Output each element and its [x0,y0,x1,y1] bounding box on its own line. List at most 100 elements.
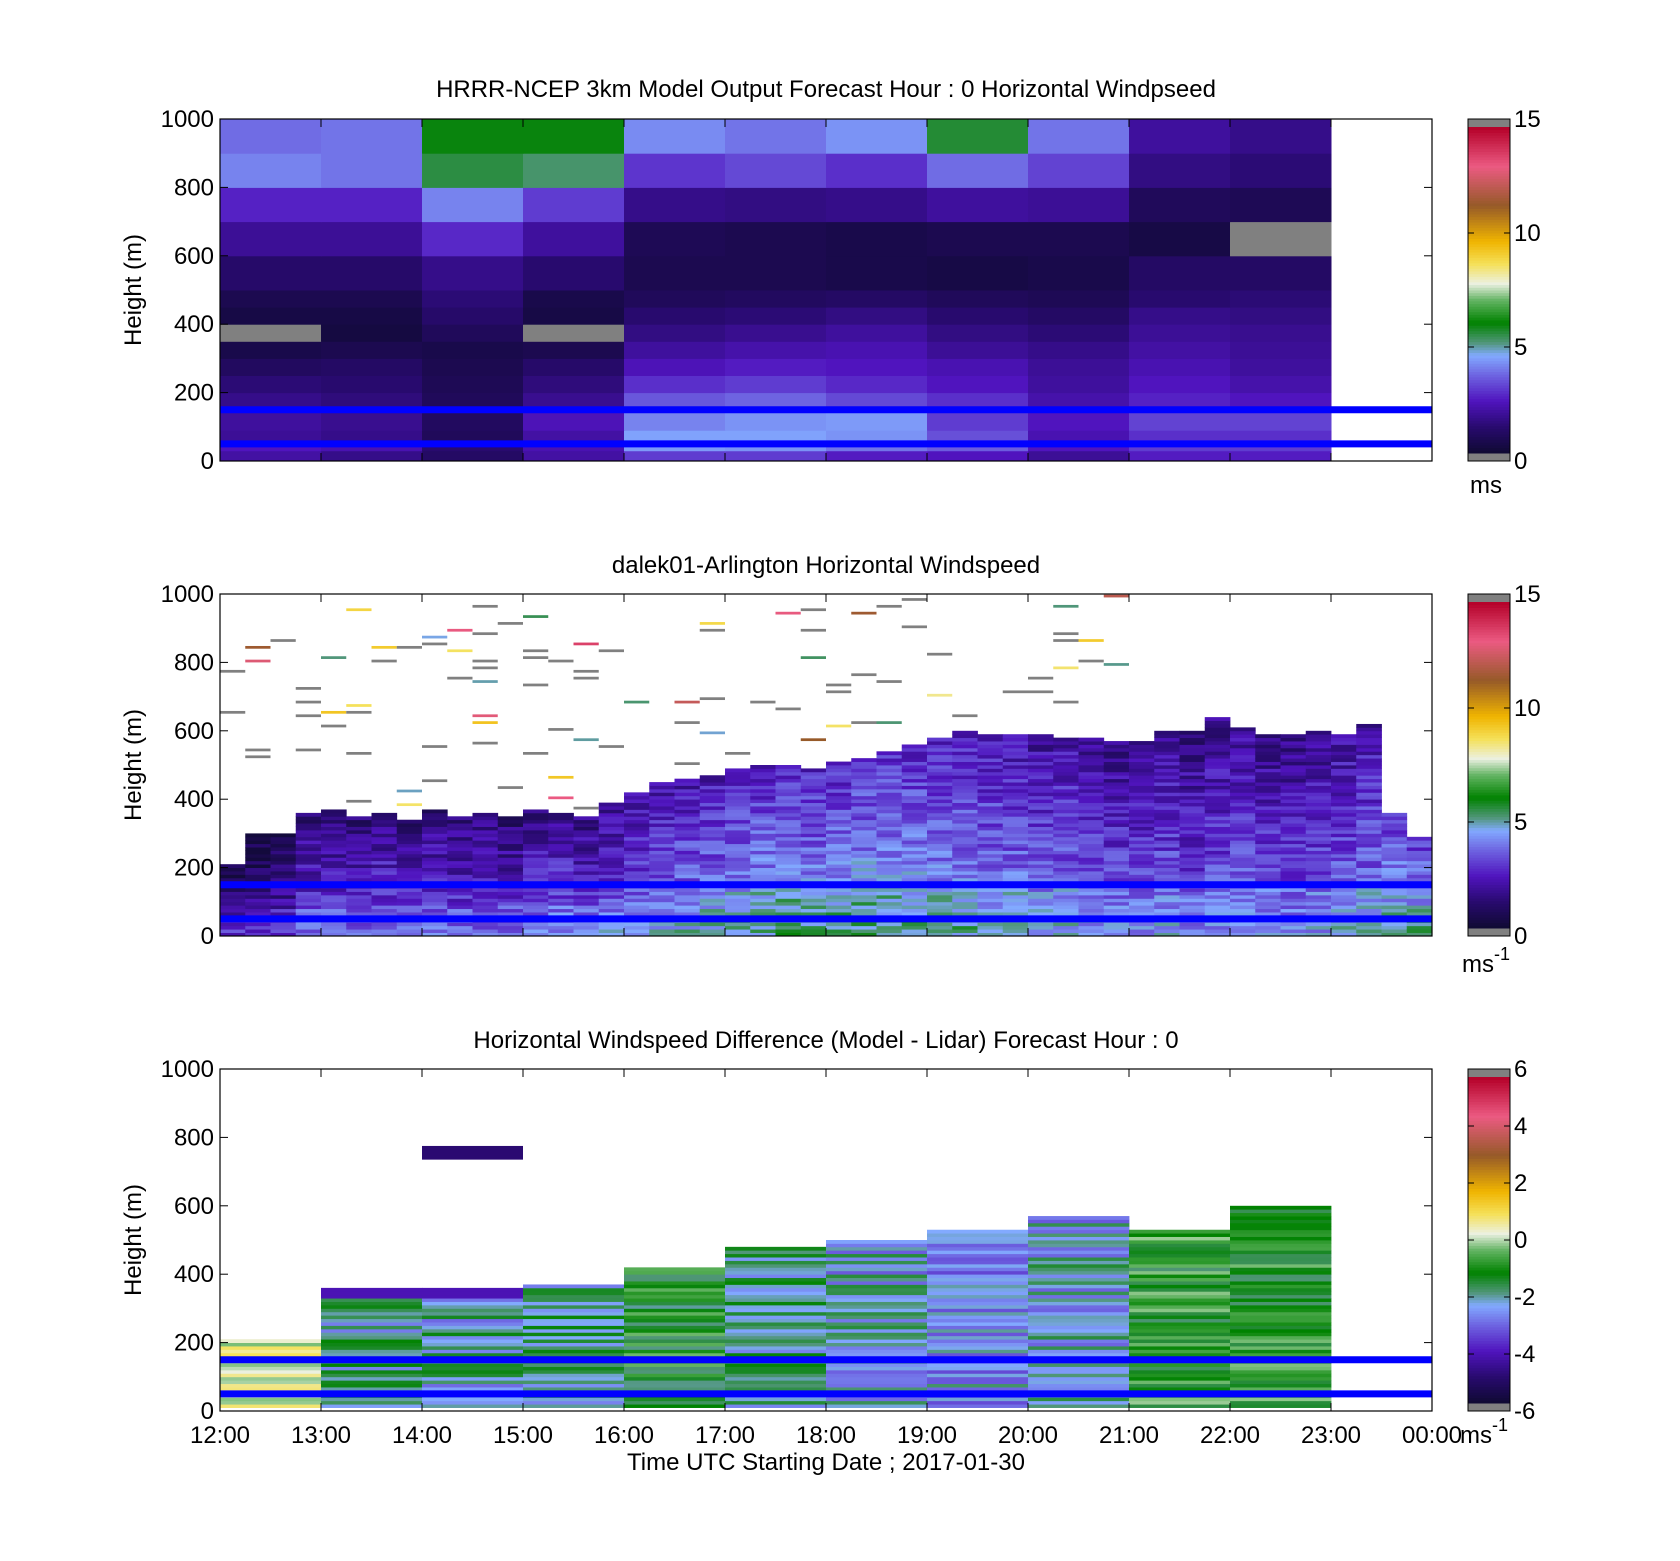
heatmap-cell [1230,840,1256,845]
heatmap-cell [422,1376,524,1381]
colorbar-segment [1468,208,1510,212]
heatmap-cell [826,905,852,910]
heatmap-cell [1230,1233,1332,1237]
heatmap-cell [876,754,903,759]
heatmap-cell [775,874,802,879]
heatmap-cell [1230,1253,1332,1258]
heatmap-cell [1356,778,1382,783]
heatmap-cell [548,874,574,879]
heatmap-cell [321,1298,423,1302]
heatmap-cell [674,788,701,793]
heatmap-cell [1280,867,1307,872]
heatmap-cell [1255,850,1281,855]
heatmap-cell [573,912,600,916]
colorbar-segment [1468,1201,1510,1206]
heatmap-cell [1331,737,1357,742]
heatmap-cell [1028,375,1130,394]
heatmap-cell [699,894,726,899]
heatmap-cell [1305,747,1332,752]
heatmap-cell [1028,1304,1130,1309]
heatmap-cell [1179,860,1206,865]
heatmap-cell [1179,853,1206,858]
heatmap-cell [346,819,372,824]
heatmap-cell [1053,809,1079,814]
heatmap-cell [472,812,499,817]
heatmap-cell [1129,1400,1231,1405]
heatmap-cell [624,1346,726,1350]
colorbar-end [1468,119,1510,127]
heatmap-cell [649,826,675,831]
heatmap-cell [725,905,751,910]
heatmap-cell [901,847,928,851]
heatmap-cell [447,826,473,831]
colorbar-segment [1468,922,1510,926]
heatmap-cell [1305,785,1332,790]
colorbar-segment [1468,1191,1510,1195]
heatmap-cell [1280,829,1307,834]
heatmap-cell [1305,775,1332,780]
heatmap-cell [1331,829,1357,834]
heatmap-cell [1078,898,1105,903]
heatmap-cell [725,153,827,188]
heatmap-cell [1028,929,1054,933]
heatmap-cell [851,857,877,862]
heatmap-cell [396,840,423,845]
heatmap-cell [1028,806,1054,810]
heatmap-cell [1356,860,1382,865]
heatmap-cell [1331,932,1357,936]
heatmap-cell [523,894,549,899]
heatmap-cell [1280,836,1307,841]
heatmap-cell [422,833,448,838]
heatmap-cell [1381,894,1408,899]
heatmap-cell [952,891,978,896]
colorbar-segment [1468,222,1510,226]
heatmap-cell [321,1304,423,1309]
heatmap-cell [876,782,903,786]
panel-difference-reflines [220,1356,1432,1398]
heatmap-cell [1406,874,1432,879]
heatmap-cell [699,788,726,793]
colorbar-end [1468,594,1510,602]
heatmap-cell [1103,874,1130,879]
heatmap-cell [422,922,448,927]
heatmap-cell [1179,905,1206,910]
heatmap-cell [523,853,549,858]
heatmap-cell [321,1287,423,1292]
colorbar-segment [1468,1392,1510,1396]
heatmap-cell [1204,778,1231,783]
heatmap-cell [1103,922,1130,927]
heatmap-cell [1305,898,1332,903]
heatmap-cell [1331,799,1357,804]
heatmap-cell [523,1349,625,1354]
heatmap-cell [1331,819,1357,824]
colorbar-segment [1468,360,1510,364]
heatmap-cell [901,898,928,903]
heatmap-cell [1255,778,1281,783]
heatmap-cell [927,1274,1029,1279]
heatmap-cell [800,785,827,790]
heatmap-cell [1028,1376,1130,1381]
heatmap-cell [1204,771,1231,776]
heatmap-cell [1129,1380,1231,1385]
heatmap-cell [1204,723,1231,728]
colorbar-segment [1468,357,1510,362]
colorbar-segment [1468,1367,1510,1371]
heatmap-cell [800,877,827,882]
heatmap-cell [901,877,928,882]
heatmap-cell [649,847,675,851]
heatmap-cell [371,871,398,875]
heatmap-cell [1002,819,1029,824]
heatmap-cell [1002,741,1029,745]
heatmap-cell [497,874,524,879]
colorbar-segment [1468,143,1510,147]
heatmap-cell [876,761,903,766]
heatmap-cell [952,758,978,762]
heatmap-cell [321,153,423,188]
colorbar-segment [1468,604,1510,608]
heatmap-cell [750,833,776,838]
heatmap-cell [1230,898,1256,903]
heatmap-cell [321,1308,423,1313]
heatmap-cell [1154,840,1180,845]
heatmap-cell [826,1404,928,1408]
heatmap-cell [1129,840,1155,845]
